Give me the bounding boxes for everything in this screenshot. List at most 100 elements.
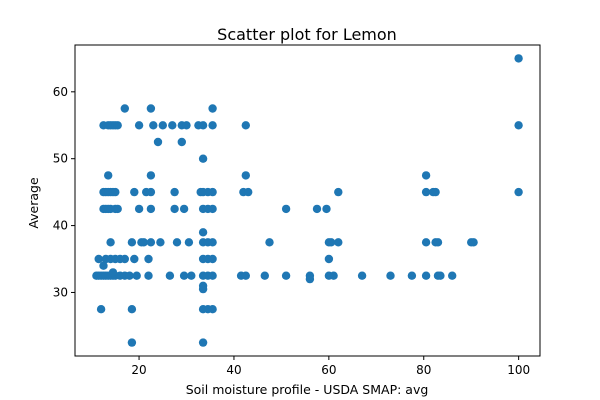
data-point [146, 104, 156, 113]
y-tick-label: 40 [53, 219, 68, 233]
data-point [448, 271, 457, 280]
data-point [421, 238, 431, 247]
x-tick-label: 40 [226, 363, 241, 377]
data-point [182, 121, 191, 130]
data-point [469, 238, 478, 247]
x-tick-label: 60 [321, 363, 336, 377]
data-point [170, 204, 179, 214]
data-point [146, 171, 156, 180]
data-point [144, 254, 153, 264]
y-tick-label: 50 [53, 152, 68, 166]
x-axis-label: Soil moisture profile - USDA SMAP: avg [186, 382, 429, 397]
data-point [130, 187, 139, 197]
data-point [120, 254, 129, 264]
data-point [177, 137, 186, 147]
data-point [265, 238, 274, 247]
data-point [146, 238, 156, 247]
data-point [421, 187, 431, 197]
data-point [322, 204, 331, 214]
data-point [96, 305, 106, 314]
data-point [168, 121, 177, 130]
data-point [305, 274, 315, 284]
data-point [421, 271, 431, 280]
data-point [146, 204, 156, 214]
y-axis-label: Average [26, 177, 41, 229]
data-point [244, 187, 253, 197]
data-point [187, 271, 196, 280]
data-point [329, 271, 338, 280]
data-point [198, 338, 208, 347]
data-point [208, 238, 217, 247]
data-point [431, 187, 440, 197]
data-point [125, 271, 134, 280]
data-point [514, 54, 523, 63]
data-point [165, 271, 175, 280]
data-point [421, 171, 431, 180]
data-point [208, 121, 217, 130]
data-point [436, 271, 445, 280]
data-point [153, 137, 163, 147]
data-point [260, 271, 269, 280]
data-point [127, 338, 137, 347]
data-point [208, 271, 217, 280]
data-point [198, 121, 208, 130]
y-tick-label: 60 [53, 85, 68, 99]
data-point [149, 121, 158, 130]
data-point [281, 204, 291, 214]
data-point [120, 104, 129, 113]
data-point [139, 238, 148, 247]
data-point [184, 238, 194, 247]
chart-title: Scatter plot for Lemon [217, 25, 397, 44]
data-point [111, 187, 120, 197]
data-point [146, 187, 156, 197]
data-point [156, 238, 165, 247]
data-point [334, 187, 343, 197]
data-point [134, 204, 144, 214]
data-point [312, 204, 322, 214]
data-point [324, 254, 334, 264]
data-point [179, 271, 189, 280]
data-point [334, 238, 343, 247]
data-point [179, 204, 189, 214]
x-tick-label: 100 [507, 363, 530, 377]
data-point [127, 238, 137, 247]
data-point [327, 238, 336, 247]
data-point [281, 271, 291, 280]
data-point [357, 271, 367, 280]
data-point [386, 271, 395, 280]
x-tick-label: 80 [416, 363, 431, 377]
data-point [208, 204, 217, 214]
data-point [172, 238, 182, 247]
data-point [158, 121, 167, 130]
data-point [113, 204, 122, 214]
data-point [127, 305, 137, 314]
data-point [130, 254, 139, 264]
data-point [94, 254, 103, 264]
data-point [407, 271, 417, 280]
plot-frame [74, 44, 541, 357]
data-point [514, 187, 523, 197]
data-point [132, 271, 141, 280]
y-tick-label: 30 [53, 285, 68, 299]
data-point [241, 121, 250, 130]
data-point [433, 238, 443, 247]
data-point [198, 284, 208, 294]
data-point [208, 104, 217, 113]
data-point [99, 261, 108, 270]
data-point [144, 271, 153, 280]
data-point [106, 238, 115, 247]
data-point [104, 171, 113, 180]
x-tick-label: 20 [131, 363, 146, 377]
data-point [170, 187, 179, 197]
data-point [208, 187, 217, 197]
data-point [208, 254, 217, 264]
data-point [514, 121, 523, 130]
data-point [208, 305, 217, 314]
data-point [198, 154, 208, 163]
data-point [134, 121, 144, 130]
data-point [241, 271, 250, 280]
axis-ticks: 20 40 60 80 100 30 40 50 60 [53, 85, 530, 377]
data-point [108, 268, 118, 277]
